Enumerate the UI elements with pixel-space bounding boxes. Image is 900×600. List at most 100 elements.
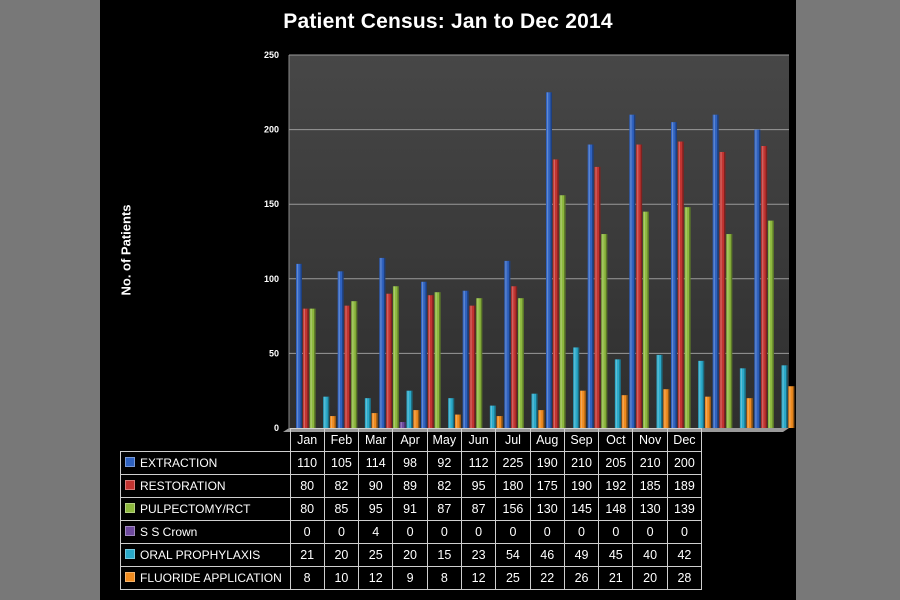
legend-entry: ORAL PROPHYLAXIS	[120, 543, 291, 567]
data-label: 190	[563, 474, 600, 498]
bar-highlight	[740, 368, 743, 428]
x-tick-label: Dec	[666, 428, 703, 452]
data-label: 40	[632, 543, 668, 567]
bar-shade	[605, 234, 608, 428]
bar	[296, 263, 302, 428]
legend-entry: RESTORATION	[120, 474, 291, 498]
bar	[434, 292, 441, 428]
data-label: 54	[495, 543, 531, 567]
bar-shade	[383, 257, 386, 428]
bar	[323, 396, 330, 428]
bar	[413, 410, 420, 428]
bar	[552, 159, 559, 428]
bar	[309, 308, 316, 428]
x-tick-label: Apr	[392, 428, 428, 452]
data-label: 0	[495, 520, 531, 544]
data-label: 4	[358, 520, 394, 544]
bar	[559, 195, 566, 428]
bar-highlight	[678, 141, 680, 428]
data-label: 80	[289, 474, 325, 498]
bar	[671, 122, 677, 428]
data-label: 0	[426, 520, 462, 544]
bar-highlight	[435, 292, 437, 428]
bar	[636, 144, 643, 428]
y-tick-label: 0	[274, 423, 279, 433]
legend-swatch	[125, 503, 135, 513]
bar-highlight	[400, 422, 402, 428]
data-label: 130	[529, 497, 565, 521]
bar-highlight	[643, 211, 646, 428]
bar-shade	[327, 396, 330, 428]
bar	[392, 286, 399, 428]
bar	[476, 298, 483, 428]
bar	[788, 386, 795, 428]
bar	[386, 293, 393, 428]
bar-shade	[723, 151, 726, 429]
bar-shade	[501, 416, 503, 428]
bar	[538, 410, 545, 428]
data-label: 20	[392, 543, 428, 567]
x-tick-label: Oct	[598, 428, 634, 452]
data-label: 189	[666, 474, 703, 498]
y-tick-label: 200	[264, 125, 279, 135]
data-label: 185	[632, 474, 668, 498]
bar-shade	[334, 416, 336, 428]
bar-highlight	[789, 386, 791, 428]
bar-shade	[459, 414, 461, 428]
bar-highlight	[727, 234, 729, 428]
data-label: 87	[460, 497, 497, 521]
x-tick-label: Nov	[632, 428, 668, 452]
bar-highlight	[352, 301, 354, 428]
bar-highlight	[393, 286, 396, 428]
bar-highlight	[463, 290, 465, 428]
bar-shade	[307, 308, 309, 428]
data-label: 87	[426, 497, 462, 521]
bar	[573, 347, 580, 428]
data-label: 190	[529, 451, 565, 475]
data-label: 0	[666, 520, 703, 544]
bar-shade	[702, 360, 705, 428]
legend-label: EXTRACTION	[140, 456, 218, 470]
x-tick-label: May	[426, 428, 462, 452]
legend-label: S S Crown	[140, 525, 198, 539]
data-label: 95	[460, 474, 497, 498]
data-label: 91	[392, 497, 428, 521]
bar	[781, 365, 788, 428]
bar-highlight	[477, 298, 479, 428]
bar-shade	[376, 413, 378, 428]
bar	[496, 416, 503, 428]
bar	[531, 393, 538, 428]
data-label: 89	[392, 474, 428, 498]
bar	[504, 260, 511, 428]
data-label: 105	[323, 451, 360, 475]
bar-shade	[417, 410, 420, 428]
bar-shade	[709, 396, 711, 428]
bar-highlight	[713, 114, 715, 429]
data-label: 200	[666, 451, 703, 475]
bar	[330, 416, 336, 428]
data-label: 114	[358, 451, 394, 475]
bar	[517, 298, 524, 428]
bar	[684, 207, 691, 428]
bar-shade	[667, 389, 670, 428]
data-label: 22	[529, 566, 565, 590]
data-label: 175	[529, 474, 565, 498]
bar	[379, 257, 386, 428]
bar	[629, 114, 636, 429]
bar	[726, 234, 733, 428]
data-label: 180	[495, 474, 531, 498]
table-row: FLUORIDE APPLICATION 8 10 12 9 8 12 25 22 26 21 20 2…	[120, 566, 703, 590]
data-label: 145	[563, 497, 600, 521]
legend-label: PULPECTOMY/RCT	[140, 502, 251, 516]
bar-highlight	[768, 220, 771, 428]
legend-entry: EXTRACTION	[120, 451, 291, 475]
bar-highlight	[310, 308, 312, 428]
bar-highlight	[449, 398, 451, 428]
bar-highlight	[518, 298, 521, 428]
data-label: 82	[323, 474, 360, 498]
bar-highlight	[490, 405, 493, 428]
y-tick-label: 250	[264, 50, 279, 60]
bar-highlight	[380, 257, 382, 428]
data-label: 8	[426, 566, 462, 590]
bar-shade	[675, 122, 677, 428]
